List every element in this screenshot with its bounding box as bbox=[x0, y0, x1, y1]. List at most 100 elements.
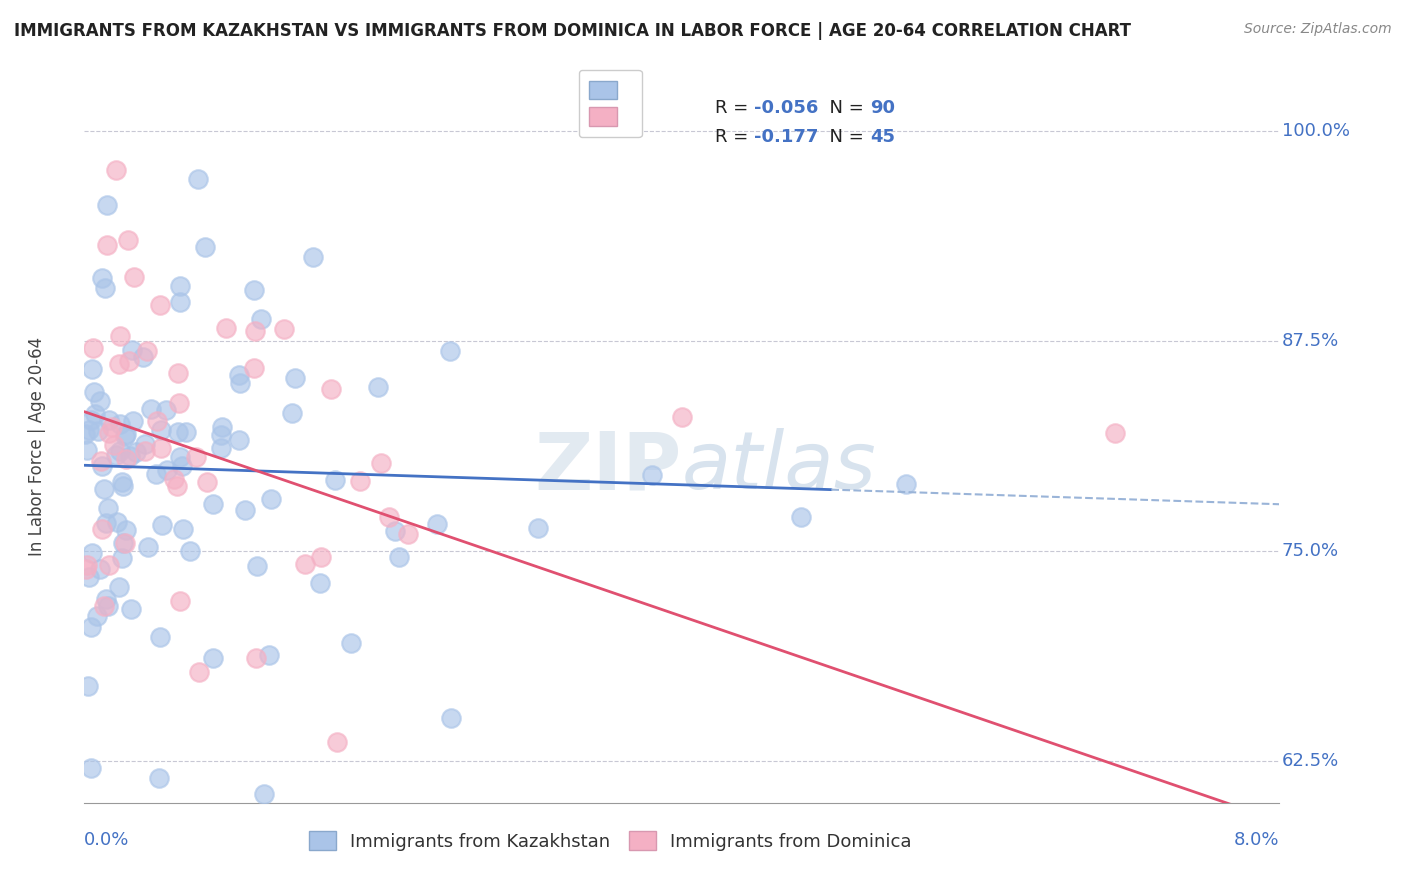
Point bbox=[94, 516, 117, 530]
Point bbox=[671, 409, 693, 424]
Point bbox=[169, 593, 191, 607]
Point bbox=[73, 426, 96, 441]
Point bbox=[370, 456, 392, 470]
Point bbox=[79, 423, 101, 437]
Point bbox=[169, 295, 191, 310]
Point bbox=[115, 426, 138, 441]
Point bbox=[84, 407, 107, 421]
Text: -0.056: -0.056 bbox=[754, 98, 818, 117]
Point bbox=[77, 570, 100, 584]
Point bbox=[110, 444, 132, 458]
Point bbox=[319, 382, 342, 396]
Point bbox=[253, 788, 276, 802]
Point bbox=[167, 396, 190, 410]
Text: 100.0%: 100.0% bbox=[1282, 122, 1350, 140]
Point bbox=[169, 279, 191, 293]
Text: In Labor Force | Age 20-64: In Labor Force | Age 20-64 bbox=[28, 336, 45, 556]
Point bbox=[155, 403, 177, 417]
Text: N =: N = bbox=[818, 98, 870, 117]
Point bbox=[384, 524, 406, 538]
Point bbox=[112, 536, 135, 550]
Point bbox=[101, 420, 124, 434]
Point bbox=[75, 562, 97, 576]
Point bbox=[86, 609, 108, 624]
Point bbox=[107, 357, 129, 371]
Point bbox=[243, 360, 266, 375]
Point bbox=[104, 449, 127, 463]
Point bbox=[184, 450, 207, 464]
Point bbox=[134, 444, 156, 458]
Point bbox=[136, 344, 159, 359]
Point bbox=[104, 162, 127, 177]
Point bbox=[110, 417, 132, 432]
Point bbox=[209, 441, 232, 455]
Point bbox=[835, 846, 858, 860]
Point bbox=[94, 281, 117, 295]
Point bbox=[250, 311, 273, 326]
Point bbox=[76, 442, 98, 457]
Point bbox=[172, 459, 194, 474]
Point bbox=[149, 630, 172, 644]
Point bbox=[93, 483, 115, 497]
Text: Source: ZipAtlas.com: Source: ZipAtlas.com bbox=[1244, 22, 1392, 37]
Point bbox=[83, 385, 105, 400]
Text: IMMIGRANTS FROM KAZAKHSTAN VS IMMIGRANTS FROM DOMINICA IN LABOR FORCE | AGE 20-6: IMMIGRANTS FROM KAZAKHSTAN VS IMMIGRANTS… bbox=[14, 22, 1130, 40]
Point bbox=[309, 575, 332, 590]
Point bbox=[273, 322, 295, 336]
Point bbox=[245, 650, 267, 665]
Point bbox=[114, 536, 136, 550]
Point bbox=[229, 376, 252, 390]
Text: 75.0%: 75.0% bbox=[1282, 542, 1339, 560]
Legend: Immigrants from Kazakhstan, Immigrants from Dominica: Immigrants from Kazakhstan, Immigrants f… bbox=[302, 824, 918, 858]
Point bbox=[82, 362, 104, 376]
Point bbox=[82, 341, 104, 355]
Point bbox=[388, 550, 411, 565]
Point bbox=[111, 550, 134, 565]
Point bbox=[243, 324, 266, 338]
Point bbox=[94, 592, 117, 607]
Point bbox=[309, 550, 332, 565]
Point bbox=[367, 380, 389, 394]
Point bbox=[641, 468, 664, 483]
Point bbox=[134, 437, 156, 451]
Point bbox=[82, 546, 104, 560]
Point bbox=[228, 368, 250, 383]
Text: N =: N = bbox=[818, 128, 870, 146]
Point bbox=[194, 240, 217, 254]
Point bbox=[111, 475, 134, 489]
Point bbox=[89, 394, 111, 409]
Point bbox=[325, 473, 347, 487]
Point bbox=[77, 679, 100, 693]
Point bbox=[340, 636, 363, 650]
Point bbox=[114, 429, 136, 443]
Point bbox=[281, 406, 304, 420]
Point bbox=[172, 522, 194, 536]
Point bbox=[195, 475, 218, 489]
Point bbox=[150, 442, 173, 456]
Point bbox=[156, 463, 179, 477]
Point bbox=[149, 298, 172, 312]
Point bbox=[80, 413, 103, 427]
Point bbox=[179, 544, 201, 558]
Point bbox=[894, 476, 917, 491]
Point bbox=[96, 599, 118, 614]
Point bbox=[120, 601, 142, 615]
Point bbox=[910, 888, 932, 892]
Point bbox=[89, 562, 111, 576]
Point bbox=[125, 445, 148, 459]
Point bbox=[114, 451, 136, 466]
Point bbox=[246, 559, 269, 574]
Point bbox=[80, 620, 103, 634]
Point bbox=[146, 414, 169, 428]
Point bbox=[439, 343, 461, 358]
Point bbox=[169, 450, 191, 464]
Text: 62.5%: 62.5% bbox=[1282, 752, 1339, 770]
Point bbox=[526, 521, 548, 535]
Point bbox=[284, 371, 307, 385]
Point bbox=[257, 648, 280, 662]
Point bbox=[211, 420, 233, 434]
Point bbox=[108, 581, 131, 595]
Point bbox=[163, 472, 186, 486]
Point bbox=[176, 425, 198, 440]
Point bbox=[79, 761, 101, 775]
